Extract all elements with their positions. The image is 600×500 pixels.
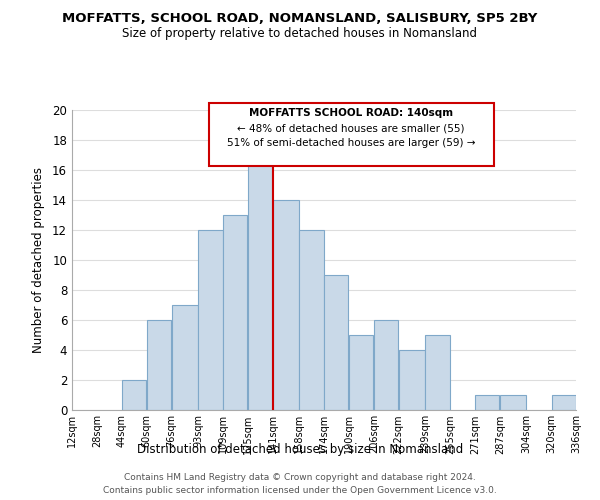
Y-axis label: Number of detached properties: Number of detached properties [32,167,45,353]
Bar [399,350,425,410]
Bar [248,125,272,410]
Bar [273,200,299,410]
Text: MOFFATTS, SCHOOL ROAD, NOMANSLAND, SALISBURY, SP5 2BY: MOFFATTS, SCHOOL ROAD, NOMANSLAND, SALIS… [62,12,538,26]
Text: 51% of semi-detached houses are larger (59) →: 51% of semi-detached houses are larger (… [227,138,475,148]
Text: ← 48% of detached houses are smaller (55): ← 48% of detached houses are smaller (55… [238,124,465,134]
Bar [199,230,223,410]
Bar [425,335,449,410]
Text: Distribution of detached houses by size in Nomansland: Distribution of detached houses by size … [137,442,463,456]
FancyBboxPatch shape [209,102,494,166]
Text: Contains public sector information licensed under the Open Government Licence v3: Contains public sector information licen… [103,486,497,495]
Bar [475,395,499,410]
Bar [299,230,323,410]
Bar [325,275,349,410]
Bar [551,395,575,410]
Text: Contains HM Land Registry data © Crown copyright and database right 2024.: Contains HM Land Registry data © Crown c… [124,474,476,482]
Bar [500,395,526,410]
Bar [223,215,247,410]
Text: MOFFATTS SCHOOL ROAD: 140sqm: MOFFATTS SCHOOL ROAD: 140sqm [249,108,453,118]
Bar [172,305,197,410]
Bar [147,320,171,410]
Text: Size of property relative to detached houses in Nomansland: Size of property relative to detached ho… [122,28,478,40]
Bar [349,335,373,410]
Bar [122,380,146,410]
Bar [374,320,398,410]
